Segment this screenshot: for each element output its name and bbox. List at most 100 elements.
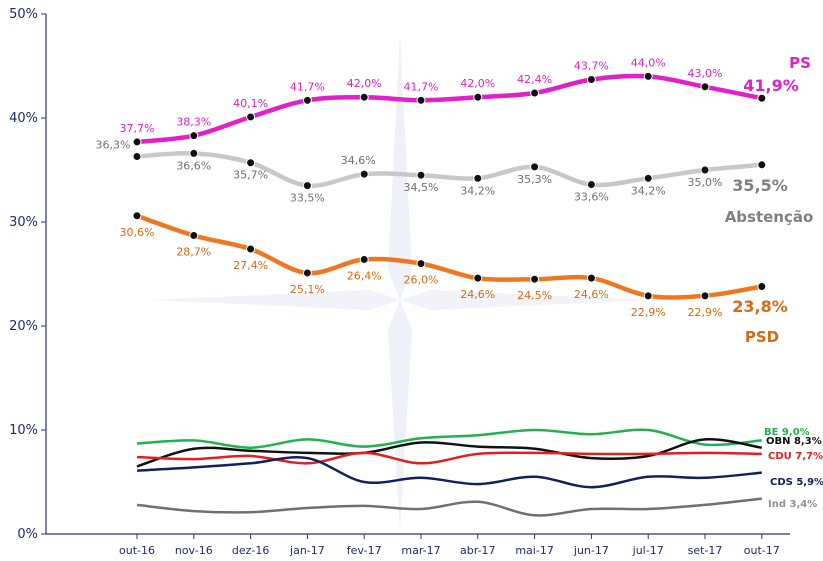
data-point-ps — [189, 131, 199, 141]
x-tick-label: mar-17 — [401, 544, 440, 557]
data-label-ps: 44,0% — [631, 56, 666, 69]
data-label-psd: 22,9% — [631, 306, 666, 319]
series-line-abstencao — [134, 150, 765, 188]
data-point-ps — [359, 92, 369, 102]
data-point-psd — [586, 273, 596, 283]
x-tick-label: set-17 — [688, 544, 723, 557]
y-tick-label: 40% — [9, 111, 38, 126]
data-point-ps — [586, 75, 596, 85]
series-label-cdu: CDU 7,7% — [768, 451, 823, 462]
data-label-abstencao: 35,0% — [688, 176, 723, 189]
data-point-abstencao — [473, 173, 483, 183]
data-point-psd — [530, 274, 540, 284]
watermark-star — [150, 35, 650, 530]
x-tick-label: out-16 — [119, 544, 155, 557]
series-lines — [132, 71, 767, 517]
data-point-psd — [416, 259, 426, 269]
data-point-abstencao — [246, 158, 256, 168]
x-tick-label: jan-17 — [289, 544, 325, 557]
data-point-ps — [530, 88, 540, 98]
data-label-ps: 41,7% — [404, 80, 439, 93]
data-label-ps: 37,7% — [120, 122, 155, 135]
x-tick-label: abr-17 — [460, 544, 496, 557]
data-label-abstencao: 34,2% — [460, 184, 495, 197]
data-label-abstencao: 36,3% — [96, 138, 131, 151]
series-label-obn: OBN 8,3% — [766, 436, 822, 447]
data-point-abstencao — [700, 165, 710, 175]
data-point-ps — [700, 82, 710, 92]
y-tick-label: 20% — [9, 319, 38, 334]
end-label-abstencao: 35,5% — [732, 176, 788, 195]
data-label-ps: 42,0% — [347, 77, 382, 90]
data-point-ps — [643, 71, 653, 81]
series-label-cds: CDS 5,9% — [770, 477, 823, 488]
series-line-be — [136, 428, 762, 449]
end-label-ps: 41,9% — [743, 76, 799, 95]
data-label-psd: 24,5% — [517, 289, 552, 302]
data-label-ps: 43,0% — [688, 67, 723, 80]
data-label-ps: 38,3% — [176, 116, 211, 129]
data-point-abstencao — [757, 160, 767, 170]
data-point-ps — [473, 92, 483, 102]
data-point-psd — [757, 281, 767, 291]
data-point-abstencao — [132, 151, 142, 161]
data-label-abstencao: 35,7% — [233, 169, 268, 182]
data-label-ps: 42,4% — [517, 73, 552, 86]
data-point-psd — [359, 254, 369, 264]
y-tick-label: 50% — [9, 7, 38, 22]
series-line-ps — [134, 73, 765, 145]
data-label-abstencao: 34,6% — [341, 154, 376, 167]
data-label-ps: 43,7% — [574, 60, 609, 73]
data-label-psd: 25,1% — [290, 283, 325, 296]
data-label-abstencao: 35,3% — [517, 173, 552, 186]
series-line-psd — [134, 213, 765, 300]
data-label-abstencao: 33,5% — [290, 192, 325, 205]
data-labels: BE 9,0%OBN 8,3% CDU 7,7% CDS 5,9% Ind 3,4% 3… — [96, 54, 823, 510]
data-label-psd: 28,7% — [176, 246, 211, 259]
data-label-psd: 26,4% — [347, 269, 382, 282]
x-tick-label: jul-17 — [632, 544, 664, 557]
x-tick-label: out-17 — [744, 544, 780, 557]
y-tick-label: 10% — [9, 423, 38, 438]
y-axis-ticks: 0% 10% 20% 30% 40% 50% — [9, 7, 46, 542]
data-point-psd — [132, 211, 142, 221]
data-label-ps: 41,7% — [290, 80, 325, 93]
series-line-cdu — [136, 451, 762, 465]
x-tick-label: mai-17 — [515, 544, 553, 557]
data-label-psd: 24,6% — [460, 288, 495, 301]
data-point-abstencao — [359, 169, 369, 179]
series-line-ind — [136, 497, 762, 517]
data-point-abstencao — [416, 170, 426, 180]
data-label-abstencao: 34,5% — [404, 181, 439, 194]
axes — [45, 14, 790, 535]
data-point-psd — [302, 268, 312, 278]
data-label-abstencao: 34,2% — [631, 184, 666, 197]
end-label-psd: 23,8% — [732, 297, 788, 316]
data-point-ps — [757, 93, 767, 103]
data-point-ps — [132, 137, 142, 147]
data-label-psd: 24,6% — [574, 288, 609, 301]
data-label-psd: 22,9% — [688, 306, 723, 319]
data-point-psd — [700, 291, 710, 301]
data-label-abstencao: 33,6% — [574, 191, 609, 204]
data-point-psd — [189, 231, 199, 241]
data-point-psd — [246, 244, 256, 254]
data-point-abstencao — [189, 148, 199, 158]
series-label-be: BE 9,0% — [764, 427, 810, 438]
x-tick-label: fev-17 — [347, 544, 382, 557]
data-point-psd — [473, 273, 483, 283]
data-label-psd: 30,6% — [120, 226, 155, 239]
data-point-abstencao — [302, 181, 312, 191]
data-point-ps — [246, 112, 256, 122]
x-tick-label: dez-16 — [232, 544, 270, 557]
data-point-abstencao — [643, 173, 653, 183]
x-axis-ticks: out-16 nov-16 dez-16 jan-17 fev-17 mar-17 abr-… — [119, 534, 780, 557]
data-label-ps: 40,1% — [233, 97, 268, 110]
series-name-abstencao: Abstenção — [725, 208, 814, 226]
series-name-psd: PSD — [745, 328, 779, 346]
data-point-ps — [302, 95, 312, 105]
data-label-psd: 27,4% — [233, 259, 268, 272]
y-tick-label: 30% — [9, 215, 38, 230]
data-point-ps — [416, 95, 426, 105]
